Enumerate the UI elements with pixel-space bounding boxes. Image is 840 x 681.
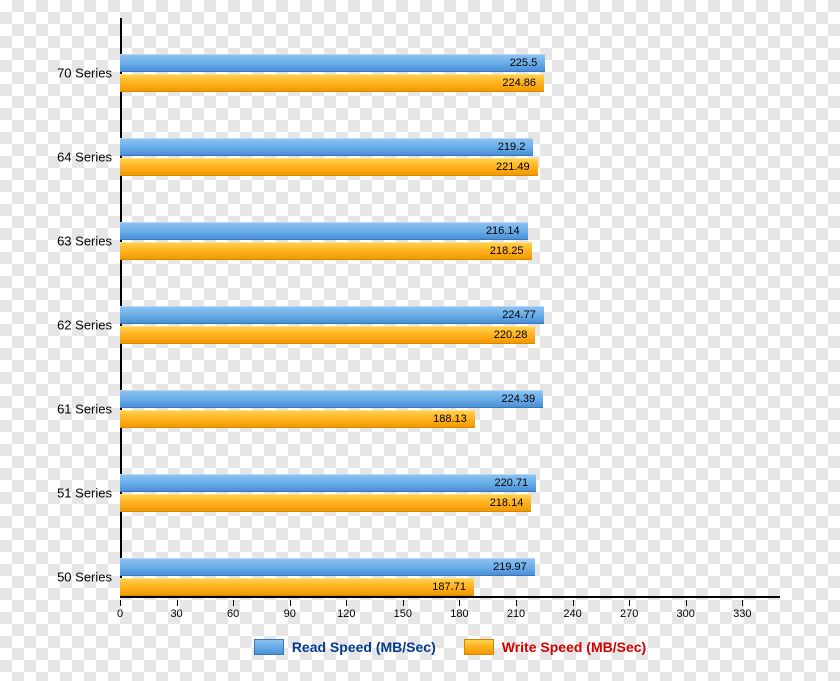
category-label: 61 Series [30,402,112,417]
bar-write: 218.14 [120,494,531,512]
bar-write: 221.49 [120,158,538,176]
legend-swatch-write [464,639,494,655]
bar-value-label: 224.39 [501,393,535,405]
bar-read: 220.71 [120,474,536,492]
category-label: 51 Series [30,486,112,501]
x-tick-label: 180 [450,608,468,620]
x-tick-label: 330 [733,608,751,620]
legend-item-write: Write Speed (MB/Sec) [464,639,646,655]
category-label: 63 Series [30,234,112,249]
legend: Read Speed (MB/Sec) Write Speed (MB/Sec) [120,633,780,661]
x-tick [629,600,630,606]
x-tick-label: 240 [563,608,581,620]
x-tick-label: 120 [337,608,355,620]
bar-value-label: 218.25 [490,245,524,257]
category-label: 64 Series [30,150,112,165]
x-tick [177,600,178,606]
category-label: 62 Series [30,318,112,333]
x-tick-label: 0 [117,608,123,620]
x-tick [290,600,291,606]
legend-label-read: Read Speed (MB/Sec) [292,639,436,655]
bar-value-label: 219.97 [493,561,527,573]
bar-value-label: 224.77 [502,309,536,321]
bar-value-label: 224.86 [502,77,536,89]
bar-write: 220.28 [120,326,535,344]
bar-value-label: 220.28 [494,329,528,341]
x-tick [742,600,743,606]
bar-value-label: 221.49 [496,161,530,173]
bar-value-label: 225.5 [510,57,538,69]
legend-item-read: Read Speed (MB/Sec) [254,639,436,655]
category-label: 70 Series [30,66,112,81]
x-tick [346,600,347,606]
bar-read: 216.14 [120,222,528,240]
legend-swatch-read [254,639,284,655]
x-tick-label: 270 [620,608,638,620]
bar-read: 219.2 [120,138,533,156]
x-tick-label: 150 [394,608,412,620]
x-tick [686,600,687,606]
bar-write: 218.25 [120,242,532,260]
bar-value-label: 218.14 [490,497,524,509]
x-tick [120,600,121,606]
x-tick-label: 210 [507,608,525,620]
bar-read: 224.77 [120,306,544,324]
x-tick [403,600,404,606]
bar-value-label: 188.13 [433,413,467,425]
category-label: 50 Series [30,570,112,585]
bar-value-label: 220.71 [495,477,529,489]
x-tick [573,600,574,606]
bar-write: 188.13 [120,410,475,428]
legend-label-write: Write Speed (MB/Sec) [502,639,646,655]
x-tick [233,600,234,606]
x-tick [516,600,517,606]
x-tick-label: 30 [170,608,182,620]
bar-read: 225.5 [120,54,545,72]
bar-value-label: 219.2 [498,141,526,153]
bar-write: 187.71 [120,578,474,596]
bar-value-label: 187.71 [432,581,466,593]
x-tick-label: 90 [284,608,296,620]
speed-chart: Read Speed (MB/Sec) Write Speed (MB/Sec)… [30,18,810,663]
bar-value-label: 216.14 [486,225,520,237]
x-tick-label: 60 [227,608,239,620]
bar-read: 224.39 [120,390,543,408]
x-tick [459,600,460,606]
x-tick-label: 300 [677,608,695,620]
bar-write: 224.86 [120,74,544,92]
bar-read: 219.97 [120,558,535,576]
